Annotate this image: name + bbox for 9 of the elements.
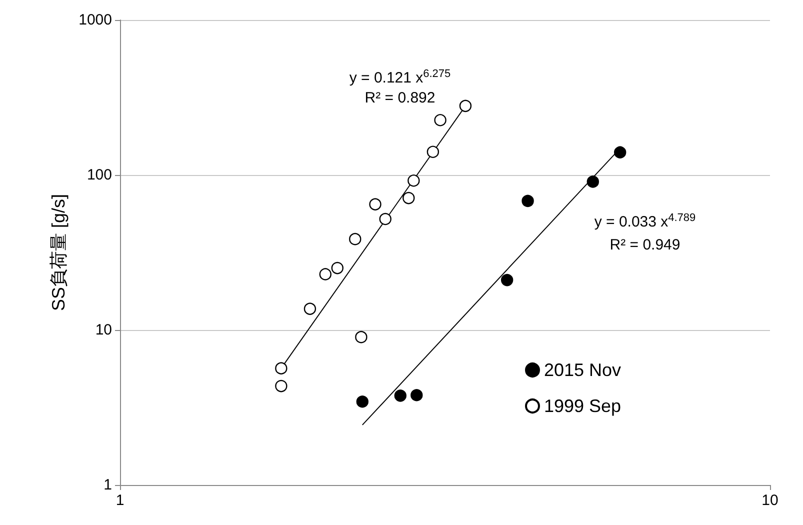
- annotation: R² = 0.949: [610, 236, 680, 254]
- y-tick-label: 10: [95, 322, 112, 338]
- legend-label: 2015 Nov: [544, 360, 622, 380]
- y-axis-title: SS負荷量 [g/s]: [48, 194, 69, 312]
- annotation: R² = 0.892: [364, 90, 436, 106]
- y-tick-label: 1000: [78, 12, 112, 28]
- y-tick-label: 100: [86, 166, 112, 184]
- legend-label: 1999 Sep: [544, 396, 622, 416]
- y-tick-label: 1: [104, 476, 112, 494]
